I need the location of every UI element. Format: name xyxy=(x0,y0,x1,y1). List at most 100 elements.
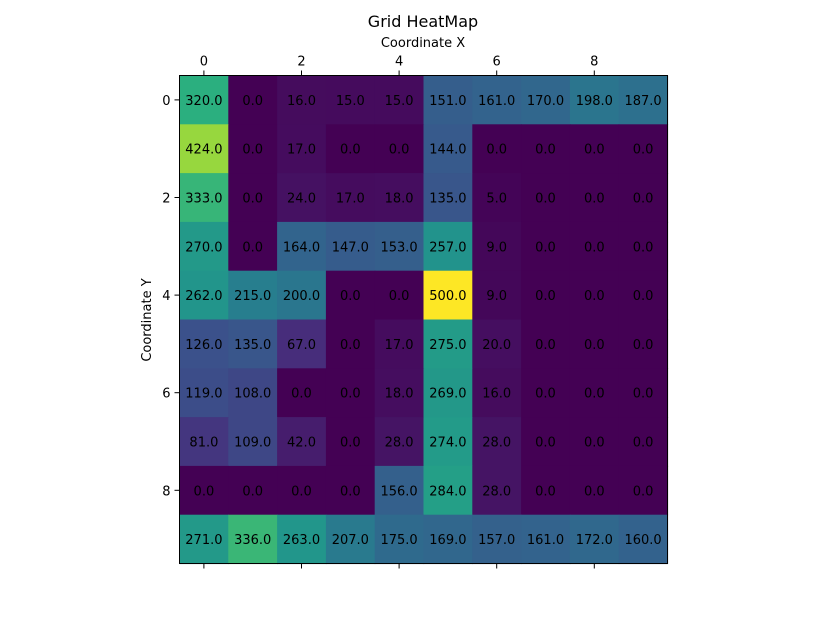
heatmap-cell-value: 160.0 xyxy=(624,533,661,548)
heatmap-cell-value: 0.0 xyxy=(633,484,654,499)
x-axis-ticks: 0 2 4 6 8 xyxy=(200,55,598,569)
heatmap-cell xyxy=(521,221,571,272)
heatmap-cell xyxy=(228,270,278,321)
x-axis-label: Coordinate X xyxy=(381,36,465,51)
heatmap-cell-value: 17.0 xyxy=(385,338,414,353)
heatmap-cell-value: 0.0 xyxy=(340,387,361,402)
heatmap-cell xyxy=(277,270,327,321)
heatmap-cell xyxy=(228,514,278,565)
heatmap-cell-value: 0.0 xyxy=(194,484,215,499)
heatmap-cell-value: 262.0 xyxy=(185,289,222,304)
heatmap-cell-value: 284.0 xyxy=(429,484,466,499)
x-tick-label: 2 xyxy=(297,55,305,70)
heatmap-cell xyxy=(618,270,669,321)
heatmap-cell xyxy=(423,221,473,272)
heatmap-cell xyxy=(423,417,473,467)
heatmap-cell xyxy=(521,319,571,369)
heatmap-cell xyxy=(374,124,425,174)
heatmap-cell xyxy=(325,319,376,369)
heatmap-cell xyxy=(179,514,229,565)
heatmap-cell xyxy=(277,368,327,418)
heatmap-cell-value: 0.0 xyxy=(389,289,410,304)
heatmap-cell-value: 109.0 xyxy=(234,436,271,451)
heatmap-cell-value: 200.0 xyxy=(283,289,320,304)
heatmap-cell-value: 119.0 xyxy=(185,387,222,402)
heatmap-cell xyxy=(179,465,229,516)
heatmap-cell xyxy=(423,319,473,369)
heatmap-cell-value: 275.0 xyxy=(429,338,466,353)
heatmap-cell xyxy=(569,173,620,223)
heatmap-cell-value: 0.0 xyxy=(633,289,654,304)
heatmap-cell xyxy=(325,270,376,321)
heatmap-cell xyxy=(277,173,327,223)
heatmap-cell-value: 274.0 xyxy=(429,436,466,451)
heatmap-cell xyxy=(374,75,425,125)
heatmap-cell-value: 28.0 xyxy=(385,436,414,451)
heatmap-cell-value: 0.0 xyxy=(584,484,605,499)
heatmap-cell-value: 18.0 xyxy=(385,387,414,402)
heatmap-cell-value: 0.0 xyxy=(340,484,361,499)
heatmap-cell-value: 424.0 xyxy=(185,143,222,158)
heatmap-cell xyxy=(179,124,229,174)
heatmap-cell xyxy=(179,75,229,125)
heatmap-cell xyxy=(618,124,669,174)
heatmap-cell-value: 0.0 xyxy=(535,289,556,304)
heatmap-cell xyxy=(179,221,229,272)
heatmap-cell xyxy=(618,465,669,516)
heatmap-cell-value: 0.0 xyxy=(633,436,654,451)
heatmap-cell xyxy=(374,368,425,418)
heatmap-cell-value: 0.0 xyxy=(340,338,361,353)
heatmap-cell xyxy=(472,270,522,321)
heatmap-cell-value: 28.0 xyxy=(482,436,511,451)
heatmap-cell-value: 207.0 xyxy=(332,533,369,548)
x-tick-label: 8 xyxy=(590,55,598,70)
heatmap-cell-value: 156.0 xyxy=(380,484,417,499)
heatmap-cell xyxy=(325,417,376,467)
heatmap-cell xyxy=(325,221,376,272)
heatmap-cell xyxy=(472,417,522,467)
heatmap-cell xyxy=(179,173,229,223)
heatmap-cell-value: 135.0 xyxy=(234,338,271,353)
heatmap-cell-value: 270.0 xyxy=(185,240,222,255)
heatmap-cell xyxy=(374,465,425,516)
heatmap-cell xyxy=(228,319,278,369)
heatmap-cell-value: 198.0 xyxy=(576,94,613,109)
heatmap-cell-value: 0.0 xyxy=(535,436,556,451)
heatmap-cell-value: 0.0 xyxy=(633,192,654,207)
heatmap-cell-value: 5.0 xyxy=(486,192,507,207)
heatmap-cell-value: 0.0 xyxy=(584,289,605,304)
heatmap-cell xyxy=(277,465,327,516)
heatmap-cell-value: 161.0 xyxy=(478,94,515,109)
y-tick-label: 8 xyxy=(162,484,170,499)
heatmap-cell xyxy=(325,465,376,516)
heatmap-cell-value: 187.0 xyxy=(624,94,661,109)
heatmap-cell xyxy=(325,368,376,418)
heatmap-cell xyxy=(618,417,669,467)
heatmap-cell-value: 269.0 xyxy=(429,387,466,402)
heatmap-cell-value: 0.0 xyxy=(340,143,361,158)
heatmap-cell-value: 108.0 xyxy=(234,387,271,402)
heatmap-cell-value: 17.0 xyxy=(336,192,365,207)
heatmap-cell-value: 0.0 xyxy=(340,436,361,451)
heatmap-cell-value: 135.0 xyxy=(429,192,466,207)
heatmap-cell xyxy=(569,514,620,565)
heatmap-cell-value: 9.0 xyxy=(486,289,507,304)
heatmap-cell-value: 16.0 xyxy=(287,94,316,109)
y-tick-label: 6 xyxy=(162,387,170,402)
heatmap-cell xyxy=(374,173,425,223)
heatmap-cell xyxy=(423,465,473,516)
heatmap-cell-value: 153.0 xyxy=(380,240,417,255)
heatmap-cell-value: 164.0 xyxy=(283,240,320,255)
heatmap-cell xyxy=(423,124,473,174)
heatmap-cell-value: 144.0 xyxy=(429,143,466,158)
heatmap-cell-value: 28.0 xyxy=(482,484,511,499)
heatmap-cell-value: 0.0 xyxy=(584,387,605,402)
heatmap-cell xyxy=(423,75,473,125)
heatmap-cell-value: 126.0 xyxy=(185,338,222,353)
heatmap-cell xyxy=(325,75,376,125)
heatmap-cell xyxy=(521,368,571,418)
x-tick-label: 4 xyxy=(395,55,403,70)
heatmap-cell-value: 157.0 xyxy=(478,533,515,548)
heatmap-cell xyxy=(423,514,473,565)
heatmap-cell xyxy=(423,270,473,321)
